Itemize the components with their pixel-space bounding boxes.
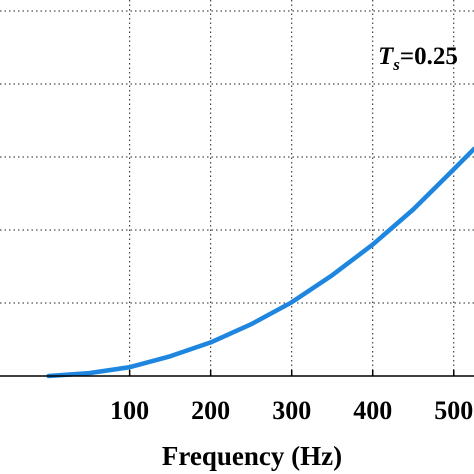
ts-annotation: Ts=0.25: [378, 43, 458, 74]
x-tick-label-300: 300: [272, 396, 311, 425]
series-line-0: [46, 146, 474, 379]
series-layer: [46, 146, 474, 379]
axis-layer: [0, 370, 474, 377]
x-tick-label-200: 200: [191, 396, 230, 425]
x-axis-title: Frequency (Hz): [162, 441, 342, 471]
annotation-symbol: T: [378, 43, 395, 70]
annotation-subscript: s: [392, 55, 400, 74]
x-tick-label-400: 400: [353, 396, 392, 425]
annotation-value: =0.25: [400, 43, 458, 70]
x-tick-label-100: 100: [110, 396, 149, 425]
tick-label-layer: 100 200 300 400 500: [110, 396, 473, 425]
x-tick-label-500: 500: [434, 396, 473, 425]
